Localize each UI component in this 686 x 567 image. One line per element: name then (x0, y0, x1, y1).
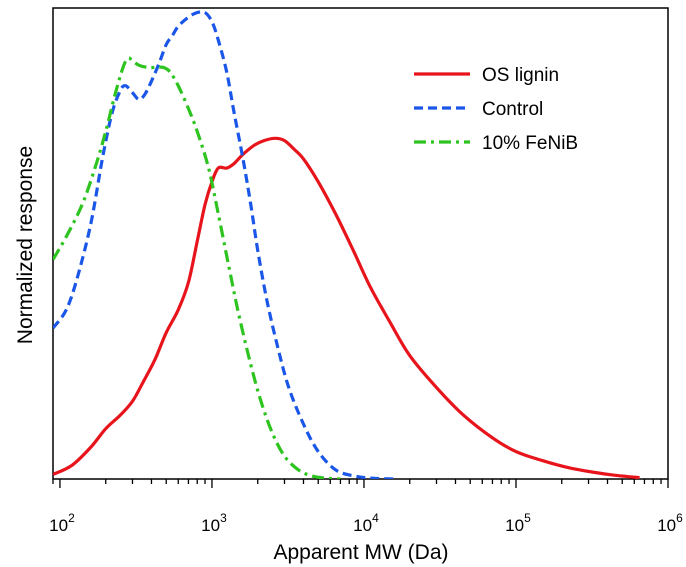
x-tick-exponent: 6 (676, 511, 683, 525)
series-line-10-fenib (53, 56, 341, 479)
plot-frame (52, 7, 669, 480)
legend-label-os-lignin: OS lignin (482, 65, 559, 86)
x-axis-label: Apparent MW (Da) (273, 541, 448, 564)
legend-label-10-fenib: 10% FeNiB (482, 133, 578, 154)
x-tick-label: 104 (353, 511, 379, 535)
series-line-control (53, 10, 396, 479)
y-axis-label: Normalized response (14, 146, 37, 344)
x-tick-base: 10 (353, 516, 372, 535)
x-tick-label: 102 (49, 511, 75, 535)
x-tick-label: 105 (505, 511, 531, 535)
x-tick-base: 10 (657, 516, 676, 535)
x-tick-exponent: 3 (220, 511, 227, 525)
x-tick-exponent: 4 (372, 511, 379, 525)
x-tick-base: 10 (49, 516, 68, 535)
legend-label-control: Control (482, 99, 543, 120)
legend: OS lignin Control 10% FeNiB (414, 65, 578, 154)
x-tick-base: 10 (505, 516, 524, 535)
x-axis: 102 103 104 105 106 (49, 479, 683, 535)
series-layer (53, 10, 640, 479)
series-line-os-lignin (53, 136, 640, 479)
x-tick-exponent: 5 (524, 511, 531, 525)
x-tick-label: 106 (657, 511, 683, 535)
x-tick-exponent: 2 (68, 511, 75, 525)
x-tick-label: 103 (201, 511, 227, 535)
plot-border (52, 7, 669, 480)
x-tick-base: 10 (201, 516, 220, 535)
